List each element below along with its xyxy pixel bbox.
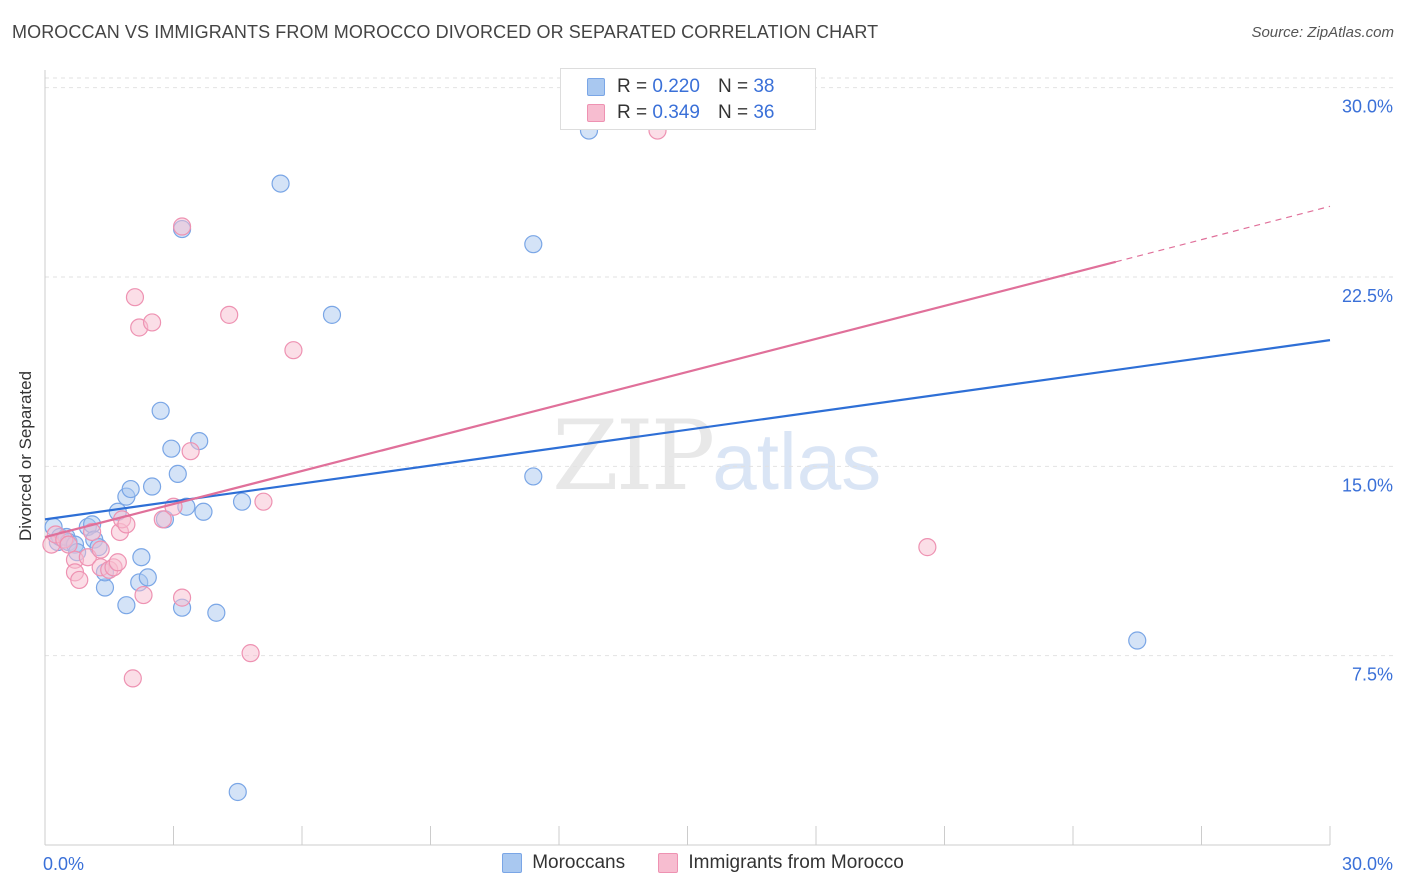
- immigrants-point[interactable]: [134, 585, 153, 605]
- immigrants-point[interactable]: [123, 669, 142, 688]
- legend-n-label: N =: [717, 76, 749, 97]
- y-tick-label: 30.0%: [1342, 97, 1393, 117]
- immigrants-trend-line: [44, 260, 1117, 539]
- immigrants-point[interactable]: [284, 341, 303, 360]
- moroccans-point[interactable]: [1128, 631, 1147, 650]
- legend-n-value: 38: [753, 76, 775, 97]
- immigrants-trend-extension: [1115, 205, 1331, 263]
- moroccans-point[interactable]: [138, 568, 157, 587]
- immigrants-point[interactable]: [125, 288, 145, 307]
- moroccans-point[interactable]: [194, 502, 213, 521]
- moroccans-point[interactable]: [271, 174, 290, 193]
- moroccans-point[interactable]: [162, 439, 181, 458]
- immigrants-point[interactable]: [181, 442, 200, 461]
- x-tick-label: 0.0%: [43, 854, 84, 874]
- legend-item-immigrants[interactable]: Immigrants from Morocco: [658, 852, 904, 874]
- immigrants-point[interactable]: [220, 305, 239, 324]
- moroccans-point[interactable]: [121, 479, 140, 499]
- legend-n-label: N =: [717, 102, 749, 123]
- legend-row-moroccans: R = 0.220 N = 38: [587, 76, 774, 100]
- moroccans-point[interactable]: [524, 235, 543, 254]
- legend-item-moroccans[interactable]: Moroccans: [502, 852, 625, 874]
- legend-swatch-pink: [658, 852, 679, 873]
- immigrants-point[interactable]: [142, 313, 162, 332]
- moroccans-trend-line: [44, 339, 1331, 521]
- immigrants-point[interactable]: [108, 553, 127, 572]
- y-tick-label: 7.5%: [1352, 665, 1393, 685]
- legend-r-value: 0.349: [652, 102, 700, 123]
- immigrants-point[interactable]: [241, 644, 260, 663]
- x-tick-label: 30.0%: [1342, 854, 1393, 874]
- immigrants-point[interactable]: [70, 570, 89, 590]
- chart-title: MOROCCAN VS IMMIGRANTS FROM MOROCCO DIVO…: [12, 22, 879, 42]
- immigrants-point[interactable]: [153, 510, 172, 529]
- watermark-zip: ZIP: [552, 400, 715, 512]
- legend-swatch-blue: [502, 852, 523, 873]
- immigrants-point[interactable]: [172, 217, 192, 236]
- moroccans-point[interactable]: [151, 401, 170, 420]
- y-tick-label: 15.0%: [1342, 475, 1393, 495]
- legend-swatch-pink: [587, 103, 605, 122]
- watermark: ZIPatlas: [552, 400, 881, 512]
- moroccans-point[interactable]: [228, 782, 247, 802]
- legend-r-value: 0.220: [652, 76, 700, 97]
- legend-row-immigrants: R = 0.349 N = 36: [587, 102, 774, 126]
- immigrants-point[interactable]: [254, 492, 273, 511]
- moroccans-point[interactable]: [207, 603, 226, 622]
- moroccans-point[interactable]: [524, 467, 543, 486]
- source-credit: Source: ZipAtlas.com: [1251, 24, 1394, 41]
- y-tick-label: 22.5%: [1342, 286, 1393, 306]
- series-legend: Moroccans Immigrants from Morocco: [0, 852, 1406, 874]
- legend-n-value: 36: [753, 102, 775, 123]
- moroccans-point[interactable]: [95, 578, 115, 597]
- moroccans-point[interactable]: [142, 477, 162, 496]
- moroccans-point[interactable]: [322, 305, 342, 324]
- moroccans-point[interactable]: [168, 464, 187, 484]
- watermark-atlas: atlas: [712, 417, 882, 506]
- immigrants-point[interactable]: [918, 538, 937, 557]
- legend-r-label: R =: [617, 102, 648, 123]
- immigrants-point[interactable]: [59, 535, 78, 554]
- legend-label-moroccans: Moroccans: [532, 852, 626, 873]
- moroccans-point[interactable]: [232, 492, 252, 511]
- correlation-legend: R = 0.220 N = 38 R = 0.349 N = 36: [560, 68, 816, 130]
- legend-r-label: R =: [617, 76, 648, 97]
- legend-label-immigrants: Immigrants from Morocco: [688, 852, 904, 873]
- immigrants-point[interactable]: [83, 522, 102, 542]
- moroccans-point[interactable]: [117, 596, 136, 615]
- immigrants-point[interactable]: [91, 540, 110, 559]
- immigrants-point[interactable]: [172, 588, 192, 607]
- legend-swatch-blue: [587, 77, 605, 96]
- moroccans-point[interactable]: [132, 548, 151, 567]
